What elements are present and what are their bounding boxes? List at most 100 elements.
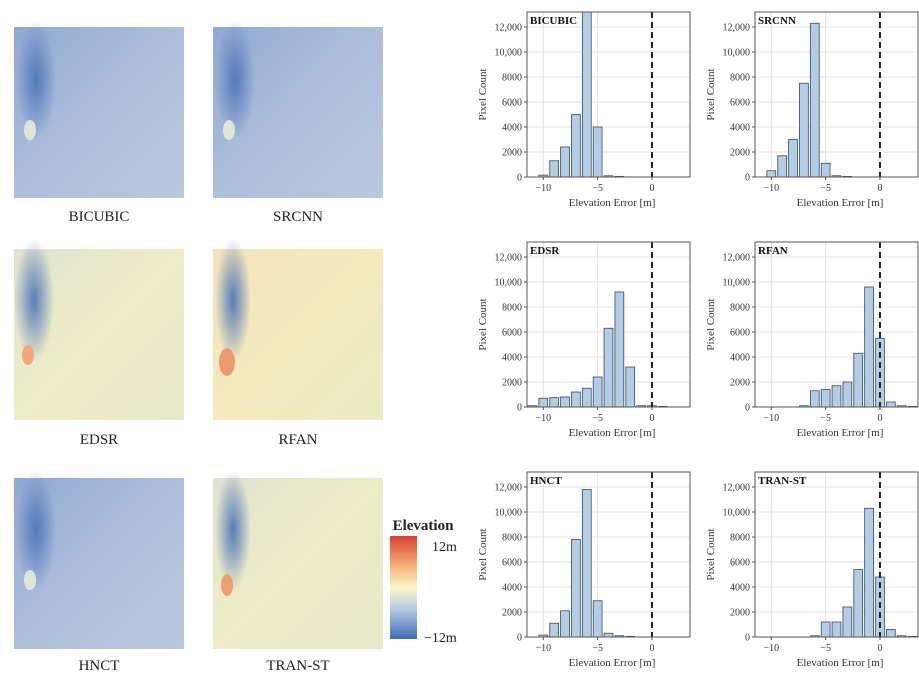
chart-title: HNCT <box>530 475 562 487</box>
y-tick-label: 4000 <box>730 583 750 594</box>
y-axis-label: Pixel Count <box>705 68 717 120</box>
chart-title: BICUBIC <box>530 15 577 27</box>
colorbar: Elevation 12m −12m <box>390 518 457 646</box>
figure: BICUBIC SRCNN EDSR RFAN HNCT TRAN-ST Ele… <box>0 0 919 673</box>
bar <box>604 328 613 407</box>
image-label: HNCT <box>79 658 120 673</box>
y-tick-label: 10,000 <box>495 48 523 59</box>
y-tick-label: 0 <box>745 633 750 644</box>
y-tick-label: 2000 <box>502 148 522 159</box>
x-tick-label: 0 <box>649 183 654 194</box>
y-tick-label: 8000 <box>730 73 750 84</box>
y-tick-label: 10,000 <box>495 278 523 289</box>
y-tick-label: 4000 <box>502 353 522 364</box>
bar <box>832 386 841 407</box>
bar <box>561 147 570 177</box>
bar <box>843 607 852 637</box>
bars <box>799 287 917 407</box>
image-label: EDSR <box>80 432 118 448</box>
bar <box>593 377 602 407</box>
image-label: RFAN <box>279 432 318 448</box>
colorbar-min: −12m <box>424 631 457 646</box>
bar <box>593 127 602 177</box>
bar <box>767 171 776 177</box>
heatmap <box>213 238 383 420</box>
y-tick-label: 0 <box>517 403 522 414</box>
bar <box>865 508 874 637</box>
x-tick-label: −10 <box>763 183 779 194</box>
bars <box>767 23 852 177</box>
bar <box>865 287 874 407</box>
y-tick-label: 6000 <box>730 98 750 109</box>
image-label: SRCNN <box>273 209 323 225</box>
bar <box>821 163 830 177</box>
y-axis-label: Pixel Count <box>477 68 489 120</box>
heatmap <box>213 20 383 198</box>
image-label: BICUBIC <box>69 209 130 225</box>
bar <box>843 382 852 407</box>
x-tick-label: −10 <box>535 643 551 654</box>
bar <box>854 353 863 407</box>
y-axis-label: Pixel Count <box>477 298 489 350</box>
y-tick-label: 2000 <box>502 608 522 619</box>
x-axis-label: Elevation Error [m] <box>569 197 656 209</box>
x-axis-label: Elevation Error [m] <box>569 657 656 669</box>
bar <box>799 83 808 177</box>
x-tick-label: −10 <box>535 413 551 424</box>
y-axis-label: Pixel Count <box>705 528 717 580</box>
bars <box>810 508 917 637</box>
y-tick-label: 8000 <box>502 533 522 544</box>
bar <box>550 623 559 637</box>
heatmap <box>213 470 383 649</box>
x-tick-label: −5 <box>820 413 831 424</box>
y-tick-label: 12,000 <box>723 23 751 34</box>
colorbar-title: Elevation <box>393 518 454 534</box>
y-tick-label: 0 <box>517 633 522 644</box>
bar <box>604 633 613 637</box>
y-tick-label: 10,000 <box>723 508 751 519</box>
y-tick-label: 10,000 <box>723 278 751 289</box>
bar <box>539 398 548 407</box>
bar <box>886 402 895 407</box>
chart-title: RFAN <box>758 245 788 257</box>
x-axis-label: Elevation Error [m] <box>569 427 656 439</box>
x-tick-label: −10 <box>763 413 779 424</box>
y-tick-label: 8000 <box>730 303 750 314</box>
bar <box>626 367 635 407</box>
bar <box>821 622 830 637</box>
y-tick-label: 0 <box>745 173 750 184</box>
heatmap <box>14 238 184 420</box>
bar <box>571 540 580 638</box>
colorbar-max: 12m <box>432 540 457 555</box>
x-tick-label: 0 <box>877 183 882 194</box>
x-axis-label: Elevation Error [m] <box>797 197 884 209</box>
x-tick-label: 0 <box>649 413 654 424</box>
y-tick-label: 10,000 <box>723 48 751 59</box>
x-tick-label: 0 <box>649 643 654 654</box>
y-tick-label: 2000 <box>730 378 750 389</box>
y-tick-label: 12,000 <box>495 23 523 34</box>
y-tick-label: 12,000 <box>495 253 523 264</box>
y-tick-label: 2000 <box>730 148 750 159</box>
image-panels: BICUBIC SRCNN EDSR RFAN HNCT TRAN-ST <box>14 20 383 673</box>
x-tick-label: 0 <box>877 643 882 654</box>
y-tick-label: 12,000 <box>723 483 751 494</box>
y-tick-label: 0 <box>517 173 522 184</box>
chart-title: EDSR <box>530 245 560 257</box>
bar <box>854 570 863 638</box>
bar <box>778 156 787 177</box>
y-tick-label: 10,000 <box>495 508 523 519</box>
bar <box>571 115 580 178</box>
x-tick-label: −5 <box>592 643 603 654</box>
colorbar-ramp <box>390 536 417 639</box>
y-tick-label: 6000 <box>502 558 522 569</box>
y-tick-label: 0 <box>745 403 750 414</box>
bar <box>789 140 798 178</box>
bar <box>582 8 591 177</box>
y-axis-label: Pixel Count <box>477 528 489 580</box>
bar <box>615 292 624 407</box>
